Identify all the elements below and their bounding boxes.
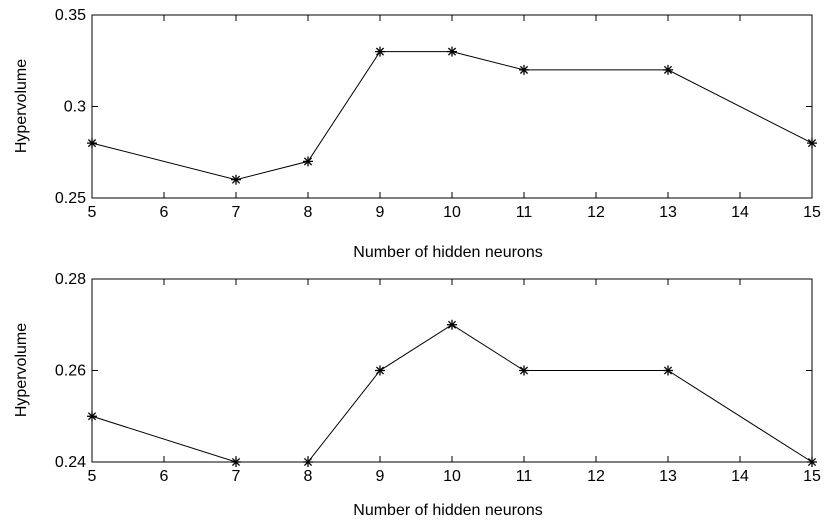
bottom-xtick-label: 15	[803, 468, 821, 485]
top-data-point	[375, 46, 385, 57]
top-data-point	[447, 46, 457, 57]
bottom-data-point	[375, 365, 385, 376]
bottom-data-point	[663, 365, 673, 376]
top-xtick-label: 11	[516, 204, 533, 221]
top-ytick-label: 0.25	[55, 190, 86, 207]
top-xtick-label: 15	[803, 204, 821, 221]
bottom-xtick-label: 12	[587, 468, 605, 485]
top-xtick-label: 13	[659, 204, 677, 221]
top-data-point	[519, 64, 529, 75]
bottom-ytick-label: 0.28	[55, 271, 86, 288]
top-series-line	[91, 51, 813, 181]
top-xlabel: Number of hidden neurons	[353, 244, 542, 261]
bottom-data-point	[807, 457, 817, 467]
top-data-point	[663, 64, 673, 75]
bottom-ylabel: Hypervolume	[13, 323, 30, 417]
bottom-xtick-label: 13	[659, 468, 677, 485]
top-xtick-label: 5	[88, 204, 97, 221]
top-xtick-label: 9	[376, 204, 385, 221]
bottom-xtick-label: 11	[516, 468, 533, 485]
top-axes-box	[91, 14, 813, 199]
top-xtick-label: 10	[443, 204, 461, 221]
bottom-subplot: Hypervolume Number of hidden neurons 5 6 7…	[13, 271, 821, 519]
top-xtick-label: 12	[587, 204, 605, 221]
bottom-xtick-label: 6	[160, 468, 169, 485]
bottom-ytick-label: 0.26	[55, 363, 86, 380]
top-ylabel: Hypervolume	[13, 59, 30, 153]
top-ytick-label: 0.35	[55, 7, 86, 24]
bottom-data-point	[87, 411, 97, 422]
top-data-point	[303, 156, 313, 167]
bottom-xtick-label: 5	[88, 468, 97, 485]
top-xtick-label: 7	[232, 204, 241, 221]
bottom-xtick-label: 8	[304, 468, 313, 485]
top-ytick-label: 0.3	[64, 99, 86, 116]
bottom-axes-box	[91, 278, 813, 463]
bottom-xlabel: Number of hidden neurons	[353, 502, 542, 519]
top-xtick-label: 14	[731, 204, 749, 221]
bottom-data-point	[303, 457, 313, 467]
top-data-point	[231, 174, 241, 185]
bottom-data-point	[447, 319, 457, 330]
bottom-xtick-label: 7	[232, 468, 241, 485]
top-xtick-label: 6	[160, 204, 169, 221]
bottom-xtick-label: 10	[443, 468, 461, 485]
bottom-ytick-label: 0.24	[55, 454, 86, 471]
bottom-data-point	[519, 365, 529, 376]
bottom-series-line	[91, 324, 813, 463]
top-data-point	[807, 138, 817, 149]
top-data-point	[87, 138, 97, 149]
bottom-data-point	[231, 457, 241, 467]
top-subplot: Hypervolume Number of hidden neurons 5 6 7…	[13, 7, 821, 261]
top-xtick-label: 8	[304, 204, 313, 221]
bottom-xtick-label: 14	[731, 468, 749, 485]
bottom-xtick-label: 9	[376, 468, 385, 485]
